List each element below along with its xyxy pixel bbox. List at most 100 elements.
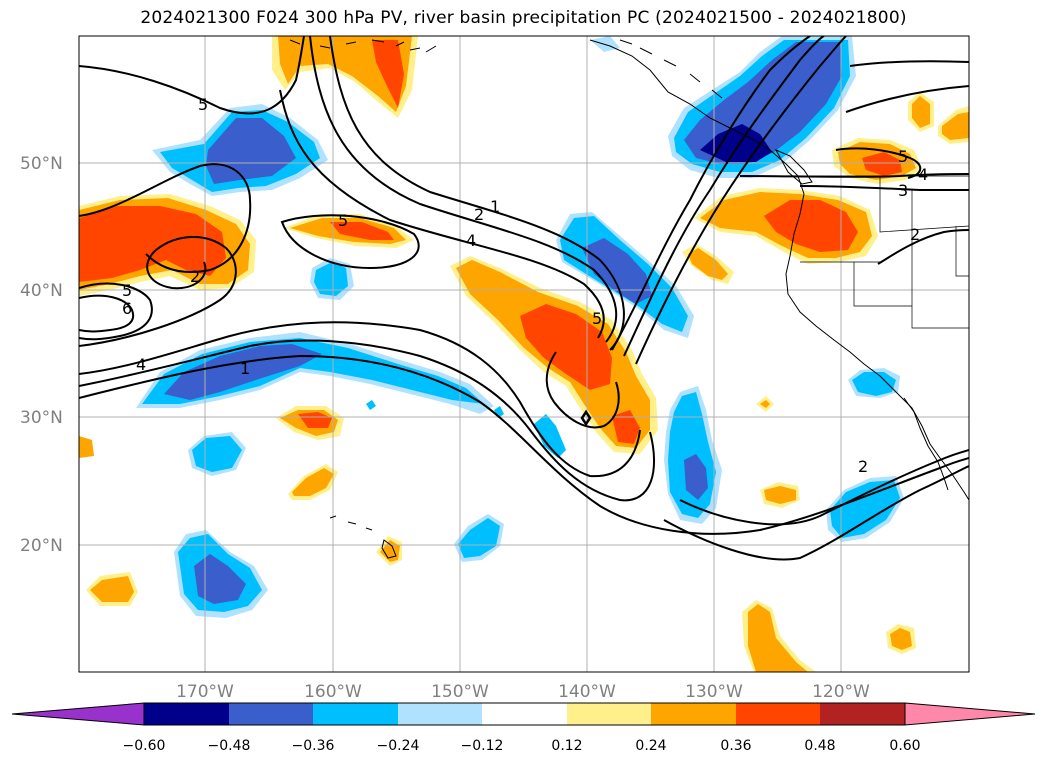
shade-119w23-cyan bbox=[830, 480, 900, 538]
contour-label-2: 2 bbox=[474, 205, 484, 224]
colorbar-frame bbox=[143, 702, 906, 726]
shade-144w-cyan bbox=[534, 414, 566, 458]
pv-contour-cutoff-5 bbox=[280, 214, 420, 270]
pv-contour-subtrop-2 bbox=[79, 339, 656, 502]
lon-label-130w: 130°W bbox=[685, 682, 743, 702]
shade-163w30-red bbox=[298, 412, 332, 428]
pv-contour-east-3 bbox=[799, 185, 969, 192]
shade-161w25-orange bbox=[292, 468, 334, 496]
coast-vancouver-island bbox=[774, 148, 813, 185]
shade-130w-mid bbox=[684, 454, 708, 500]
shade-128w-orange bbox=[748, 604, 808, 672]
contour-label-2-south: 2 bbox=[858, 457, 868, 476]
shade-ne-red2 bbox=[612, 410, 640, 444]
cb-tick-label-5: −0.12 bbox=[461, 738, 504, 754]
shade-east-orange2 bbox=[942, 112, 969, 140]
pv-contour-east-4 bbox=[739, 173, 969, 178]
contour-label-4-subtrop: 4 bbox=[136, 355, 146, 374]
colorbar-bin-3 bbox=[313, 703, 398, 725]
cb-tick-label-4: −0.24 bbox=[377, 738, 420, 754]
colorbar-bin-2 bbox=[229, 703, 313, 725]
colorbar-bin-5 bbox=[482, 703, 567, 725]
shade-118w-red bbox=[862, 152, 902, 176]
pv-contour-east-2b bbox=[849, 60, 969, 67]
colorbar-bin-7 bbox=[651, 703, 736, 725]
cb-tick-label-3: −0.36 bbox=[292, 738, 335, 754]
shade-126w25b bbox=[764, 486, 796, 504]
cb-tick-label-8: 0.36 bbox=[720, 738, 751, 754]
coast-alaska-islands bbox=[619, 39, 723, 99]
contour-label-1-subtrop: 1 bbox=[240, 359, 250, 378]
gridlines bbox=[79, 36, 969, 672]
pv-contour-labels: 1 2 4 5 5 2 5 6 4 1 5 5 4 3 2 2 bbox=[122, 95, 928, 476]
contour-label-4-east: 4 bbox=[918, 165, 928, 184]
shade-161w-cyan2 bbox=[314, 262, 348, 296]
pv-contour-west-ridge-6 bbox=[79, 294, 135, 333]
pv-contour-trough-lower bbox=[545, 351, 620, 429]
pv-contour-east-2 bbox=[877, 229, 969, 265]
shade-160w-red bbox=[330, 222, 394, 240]
shade-edge-orange bbox=[79, 436, 94, 458]
pv-contour-subtrop-1 bbox=[79, 354, 969, 535]
shade-140w-mid bbox=[582, 238, 652, 304]
pv-contour-west-ridge-5 bbox=[79, 282, 153, 341]
colorbar-bin-9 bbox=[820, 703, 905, 725]
shade-114w-orange2 bbox=[912, 96, 930, 128]
lon-label-120w: 120°W bbox=[812, 682, 870, 702]
cb-tick-label-9: 0.48 bbox=[804, 738, 835, 754]
cb-tick-label-10: 0.60 bbox=[889, 738, 920, 754]
pv-contour-west-2 bbox=[79, 236, 237, 347]
precip-shading bbox=[79, 36, 969, 672]
pv-contours bbox=[79, 36, 969, 561]
pv-contour-east-5 bbox=[835, 147, 922, 179]
pv-contour-small-diamond bbox=[580, 409, 592, 427]
shade-131w-orange bbox=[688, 248, 728, 280]
shade-wp-red bbox=[79, 206, 226, 282]
contour-label-3-east: 3 bbox=[898, 181, 908, 200]
pv-contour-eastside-4 bbox=[635, 36, 847, 365]
lat-label-50n: 50°N bbox=[20, 154, 63, 174]
lon-label-160w: 160°W bbox=[304, 682, 362, 702]
shade-aleutian-red bbox=[372, 40, 404, 108]
shade-168w18-mid bbox=[194, 554, 246, 604]
coast-hawaii bbox=[329, 515, 397, 559]
contour-label-5-west: 5 bbox=[122, 281, 132, 300]
pv-contour-south-2 bbox=[663, 465, 969, 561]
pv-contour-jet-1 bbox=[329, 36, 625, 351]
latitude-labels: 50°N 40°N 30°N 20°N bbox=[20, 154, 63, 556]
cb-tick-label-2: −0.48 bbox=[208, 738, 251, 754]
cb-tick-label-6: 0.12 bbox=[551, 738, 582, 754]
pv-contour-5-northwest bbox=[79, 36, 305, 115]
contour-label-2-east: 2 bbox=[910, 225, 920, 244]
colorbar: −0.60 −0.48 −0.36 −0.24 −0.12 0.12 0.24 … bbox=[11, 702, 1036, 754]
contour-label-5-trough: 5 bbox=[592, 309, 602, 328]
lon-label-150w: 150°W bbox=[431, 682, 489, 702]
colorbar-extend-high bbox=[904, 702, 1036, 726]
cb-tick-label-7: 0.24 bbox=[635, 738, 666, 754]
colorbar-bin-1 bbox=[144, 703, 229, 725]
map-area: 1 2 4 5 5 2 5 6 4 1 5 5 4 3 2 2 bbox=[79, 36, 969, 672]
plot-title: 2024021300 F024 300 hPa PV, river basin … bbox=[140, 8, 907, 28]
pv-contour-south-1 bbox=[679, 449, 969, 526]
longitude-labels: 170°W 160°W 150°W 140°W 130°W 120°W bbox=[176, 682, 870, 702]
shade-126w31b bbox=[760, 400, 770, 408]
colorbar-bin-8 bbox=[736, 703, 820, 725]
shade-174w17-orange bbox=[90, 576, 134, 602]
lat-label-20n: 20°N bbox=[20, 536, 63, 556]
lat-label-40n: 40°N bbox=[20, 281, 63, 301]
coastlines bbox=[289, 39, 969, 559]
shade-116w13-orange bbox=[890, 628, 912, 650]
cb-tick-label-1: −0.60 bbox=[123, 738, 166, 754]
colorbar-bin-6 bbox=[567, 703, 651, 725]
colorbar-extend-low bbox=[11, 702, 145, 726]
contour-label-5-east: 5 bbox=[898, 147, 908, 166]
contour-label-5-cutoff: 5 bbox=[338, 211, 348, 230]
map-frame bbox=[78, 35, 970, 673]
contour-label-1: 1 bbox=[490, 197, 500, 216]
contour-label-5-nw: 5 bbox=[198, 95, 208, 114]
lon-label-140w: 140°W bbox=[558, 682, 616, 702]
shade-119w-cyan bbox=[852, 372, 896, 396]
shade-ne-red bbox=[520, 304, 612, 390]
contour-label-2-west: 2 bbox=[190, 267, 200, 286]
